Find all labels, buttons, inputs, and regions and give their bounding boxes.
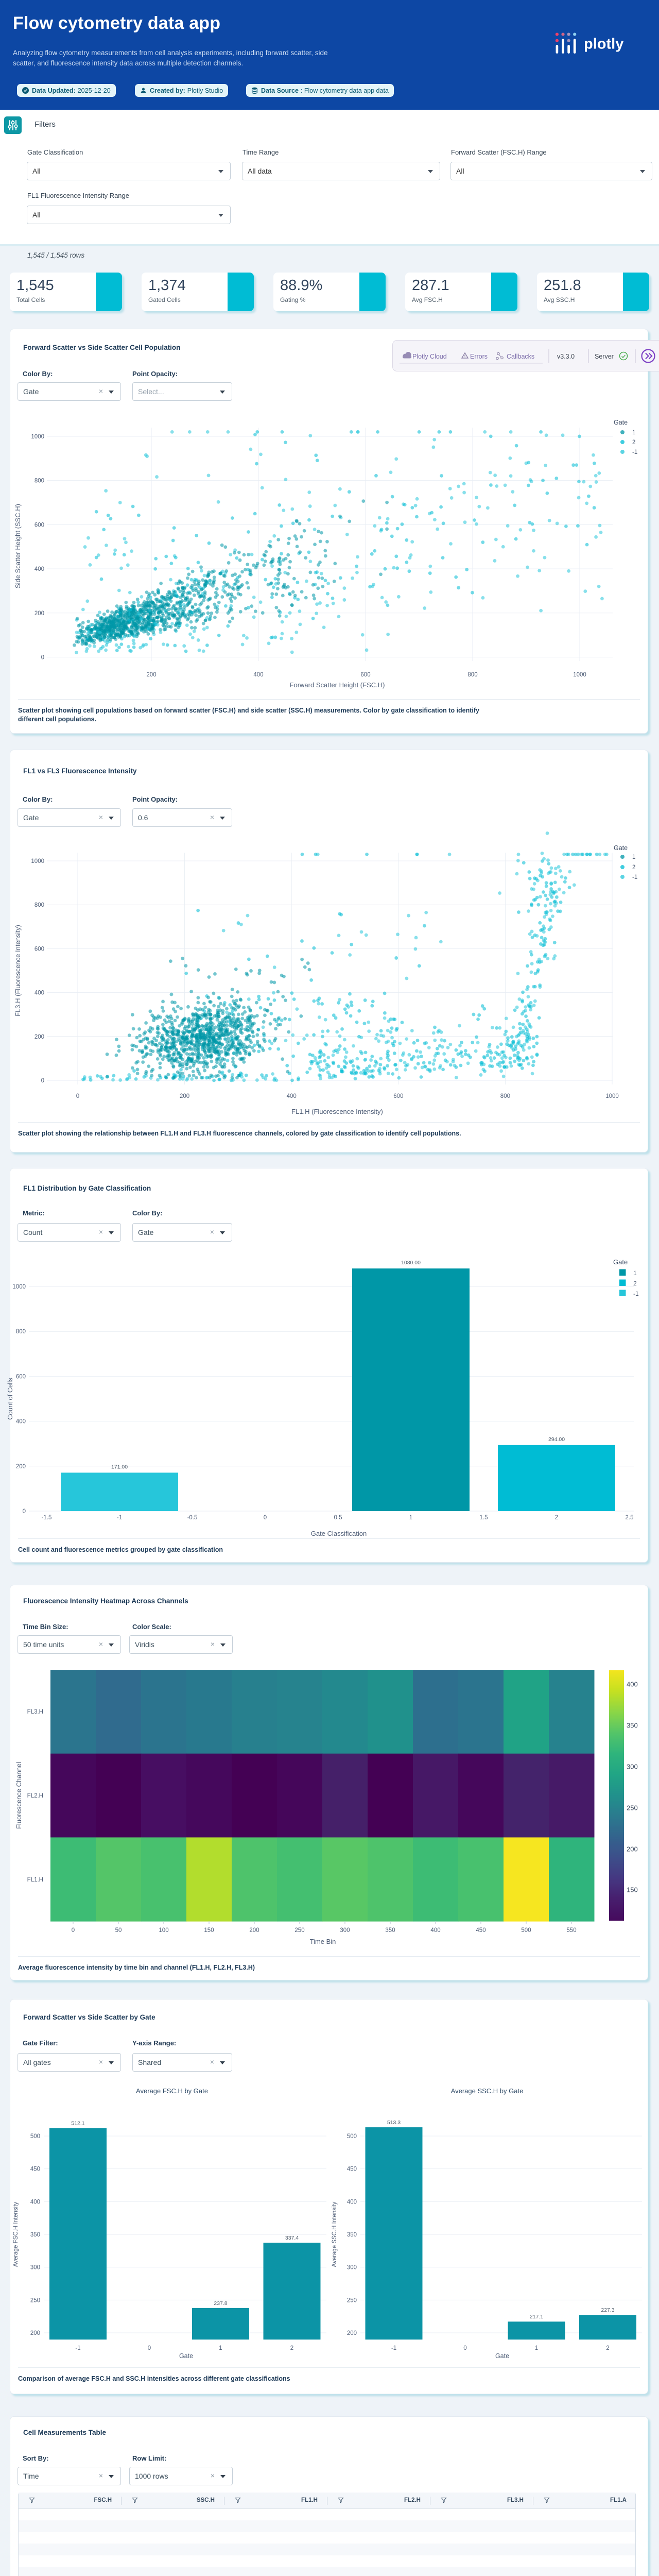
svg-text:plotly: plotly bbox=[584, 36, 623, 53]
svg-text:Server: Server bbox=[595, 353, 614, 360]
svg-text:Errors: Errors bbox=[470, 353, 488, 360]
svg-text:Callbacks: Callbacks bbox=[507, 353, 534, 360]
svg-text:Plotly Cloud: Plotly Cloud bbox=[412, 353, 447, 360]
svg-text:v3.3.0: v3.3.0 bbox=[557, 353, 575, 360]
